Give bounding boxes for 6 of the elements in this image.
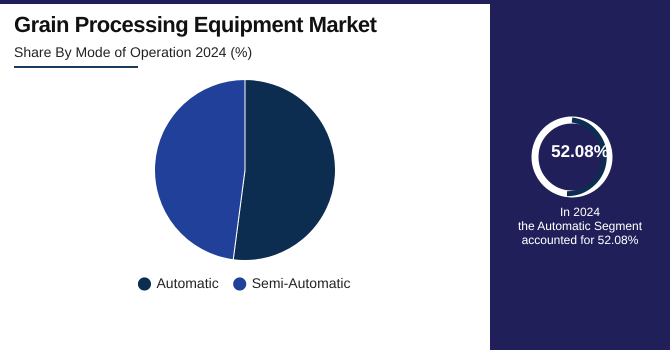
chart-subtitle: Share By Mode of Operation 2024 (%) <box>14 44 252 62</box>
legend-label: Semi-Automatic <box>252 274 351 291</box>
legend-label: Automatic <box>156 274 219 291</box>
chart-title: Grain Processing Equipment Market <box>14 12 376 38</box>
text: 52.08% <box>550 142 610 162</box>
text: In 2024 the Automatic Segment accounted for 52.08% <box>516 205 644 247</box>
